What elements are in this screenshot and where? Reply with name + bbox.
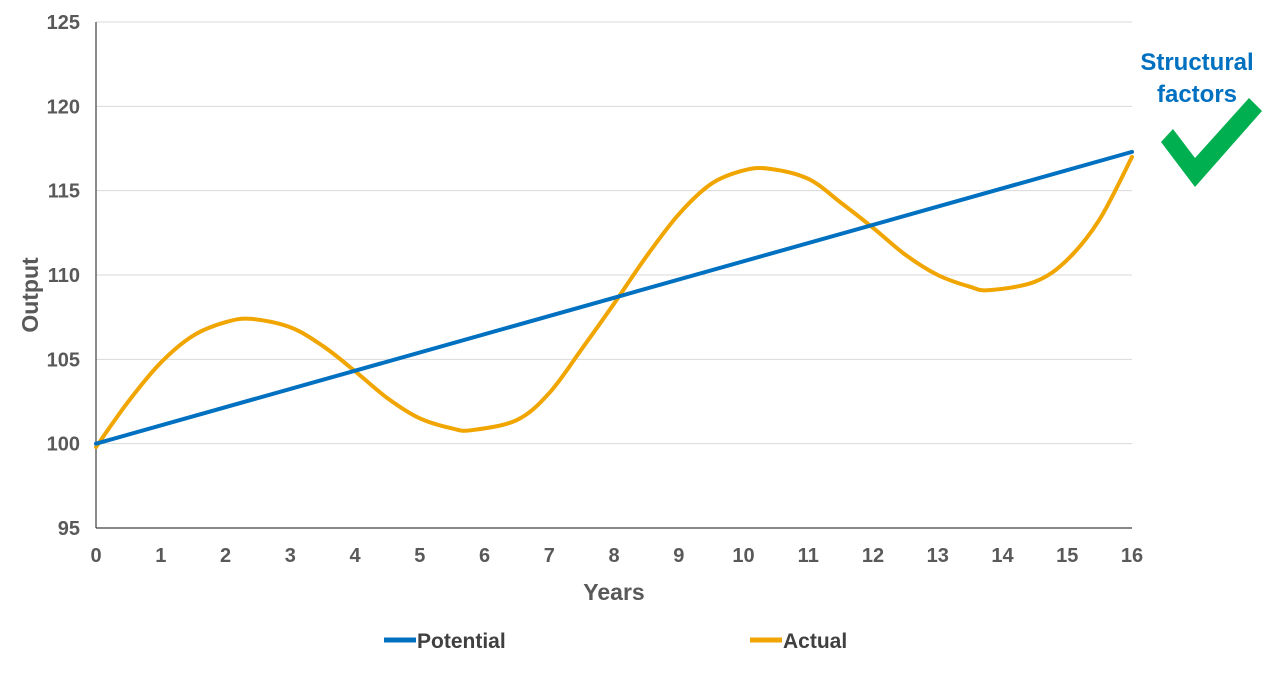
y-axis-label: Output	[17, 257, 43, 333]
x-tick-label-14: 14	[991, 545, 1014, 567]
x-tick-label-6: 6	[479, 545, 490, 567]
series-line-actual	[94, 154, 1134, 450]
y-tick-label-115: 115	[48, 181, 80, 203]
annotation-line-1: Structural	[1140, 49, 1253, 76]
x-tick-label-3: 3	[285, 545, 296, 567]
y-tick-label-125: 125	[47, 12, 80, 34]
x-tick-label-1: 1	[155, 545, 166, 567]
x-tick-label-13: 13	[927, 545, 949, 567]
structural-factors-annotation: Structural factors	[1140, 49, 1262, 187]
annotation-line-2: factors	[1157, 81, 1237, 108]
legend-label-actual: Actual	[783, 630, 847, 653]
gridlines	[96, 21, 1132, 445]
y-tick-label-120: 120	[47, 96, 80, 118]
x-tick-label-8: 8	[608, 545, 619, 567]
legend-label-potential: Potential	[417, 630, 506, 653]
x-tick-label-4: 4	[349, 545, 361, 567]
x-tick-label-7: 7	[544, 545, 555, 567]
y-tick-label-110: 110	[48, 265, 80, 287]
x-tick-label-15: 15	[1056, 545, 1078, 567]
y-tick-label-100: 100	[47, 434, 80, 456]
y-tick-labels: 95 100 105 110 115 120 125	[47, 12, 80, 540]
x-tick-label-11: 11	[798, 545, 819, 567]
x-tick-label-5: 5	[414, 545, 425, 567]
checkmark-icon	[1161, 98, 1262, 187]
series-line-potential	[94, 149, 1134, 446]
x-tick-labels: 0 1 2 3 4 5 6 7 8 9 10 11 12 13 14 15 16	[90, 545, 1143, 567]
x-axis-label: Years	[583, 579, 644, 605]
y-tick-label-105: 105	[47, 349, 80, 371]
x-tick-label-16: 16	[1121, 545, 1143, 567]
x-tick-label-12: 12	[862, 545, 884, 567]
x-tick-label-9: 9	[673, 545, 684, 567]
y-tick-label-95: 95	[58, 518, 80, 540]
legend: Potential Actual	[384, 630, 847, 653]
x-tick-label-0: 0	[90, 545, 101, 567]
series-lines	[94, 149, 1134, 450]
x-tick-label-2: 2	[220, 545, 231, 567]
x-tick-label-10: 10	[732, 545, 754, 567]
